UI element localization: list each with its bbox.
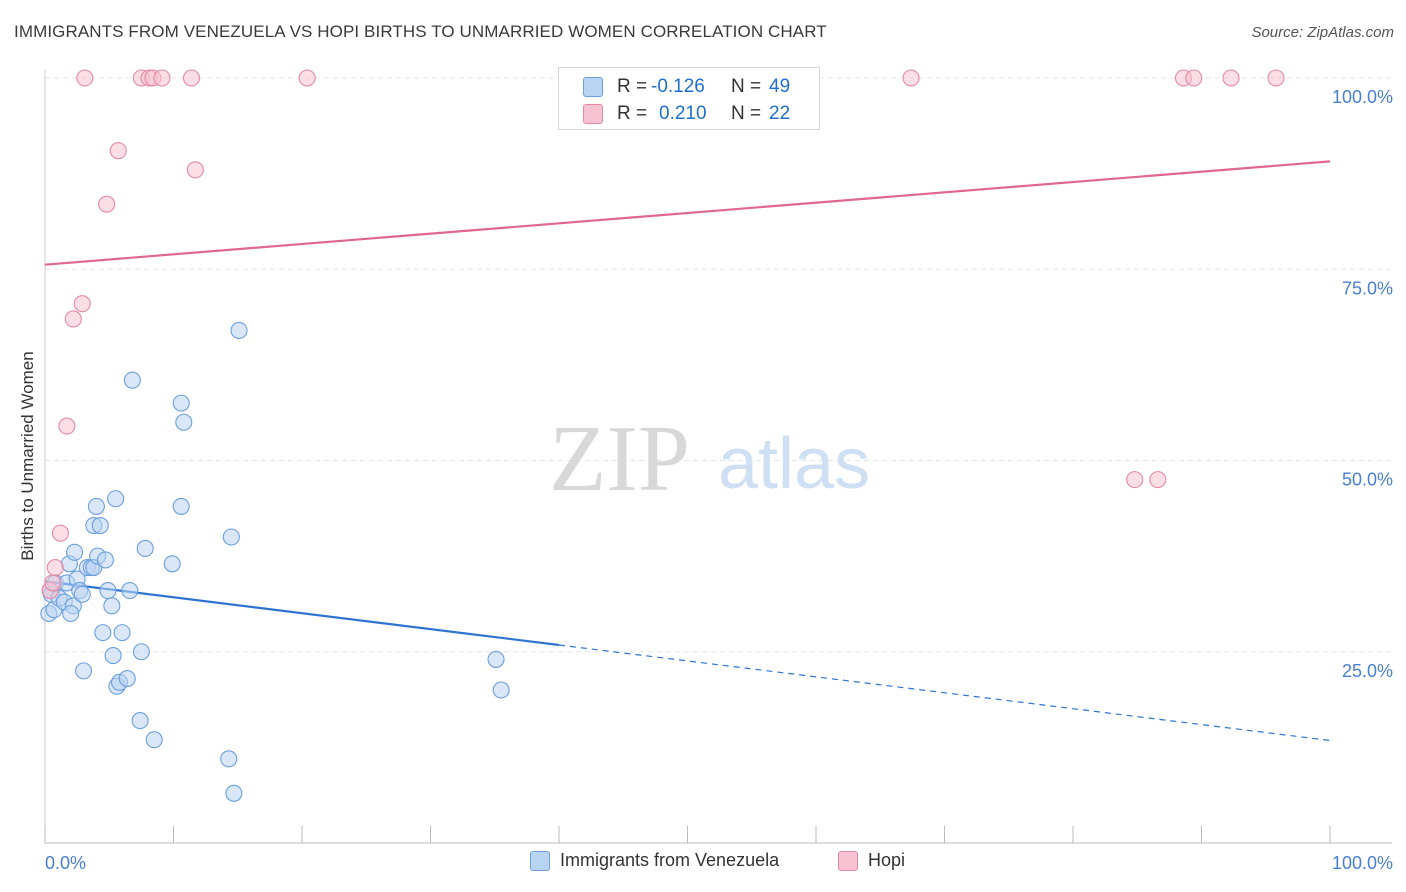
point-hopi (1222, 69, 1240, 87)
point-venezuela (220, 750, 238, 768)
point-hopi (98, 195, 116, 213)
point-hopi (1185, 69, 1203, 87)
legend-swatch-hopi (838, 850, 858, 871)
r-value: 0.210 (659, 103, 707, 124)
point-venezuela (163, 555, 181, 573)
r-value: -0.126 (651, 76, 705, 97)
point-venezuela (487, 650, 505, 668)
point-hopi (109, 142, 127, 160)
point-hopi (58, 417, 76, 435)
y-tick-label: 75.0% (1342, 278, 1393, 298)
point-venezuela (94, 624, 112, 642)
bottom-legend: Immigrants from Venezuela Hopi (0, 850, 1406, 880)
point-hopi (182, 69, 201, 87)
r-label: R = (617, 76, 648, 97)
chart-title: IMMIGRANTS FROM VENEZUELA VS HOPI BIRTHS… (14, 22, 827, 41)
point-hopi (46, 559, 64, 577)
n-value: 49 (769, 76, 791, 97)
watermark-zip: ZIP (549, 407, 690, 511)
hopi-swatch (583, 104, 603, 124)
point-venezuela (222, 528, 240, 546)
point-venezuela (492, 681, 510, 699)
n-label: N = (731, 76, 762, 97)
point-venezuela (73, 585, 91, 603)
point-venezuela (118, 669, 136, 688)
point-hopi (153, 69, 171, 87)
point-hopi (51, 524, 69, 542)
point-hopi (1267, 69, 1285, 87)
point-venezuela (131, 712, 149, 730)
point-venezuela (87, 497, 105, 515)
point-hopi (73, 295, 91, 313)
point-venezuela (91, 516, 109, 535)
watermark: ZIP atlas (549, 407, 870, 511)
legend-swatch-venezuela (530, 850, 550, 871)
point-venezuela (175, 413, 193, 431)
point-hopi (44, 574, 62, 592)
point-venezuela (123, 371, 141, 389)
point-hopi (1126, 471, 1144, 489)
x-tick-label: 0.0% (45, 853, 86, 873)
y-tick-label: 25.0% (1342, 661, 1393, 681)
data-points (40, 69, 1285, 802)
gridlines (45, 77, 1392, 653)
watermark-atlas: atlas (718, 424, 870, 504)
point-venezuela (172, 497, 190, 515)
point-venezuela (103, 597, 121, 615)
point-venezuela (121, 581, 139, 600)
point-venezuela (225, 784, 243, 802)
point-venezuela (66, 543, 84, 561)
point-venezuela (113, 624, 131, 642)
point-hopi (902, 69, 920, 87)
point-hopi (64, 310, 82, 328)
point-venezuela (132, 643, 150, 661)
y-tick-label: 100.0% (1332, 87, 1393, 107)
point-hopi (1149, 471, 1167, 489)
legend-label-venezuela: Immigrants from Venezuela (560, 850, 780, 870)
x-tick-label: 100.0% (1332, 853, 1393, 873)
y-tick-label: 50.0% (1342, 470, 1393, 490)
r-label: R = (617, 103, 648, 124)
legend-label-hopi: Hopi (868, 850, 906, 870)
point-hopi (186, 161, 204, 179)
axes (44, 70, 1392, 844)
legend-item-venezuela[interactable]: Immigrants from Venezuela (530, 850, 779, 871)
point-hopi (76, 69, 94, 87)
point-venezuela (230, 321, 248, 340)
point-venezuela (104, 647, 122, 665)
legend-item-hopi[interactable]: Hopi (838, 850, 905, 871)
point-venezuela (75, 662, 93, 680)
source-credit: Source: ZipAtlas.com (1251, 24, 1394, 41)
point-venezuela (145, 731, 163, 749)
n-label: N = (731, 103, 762, 124)
trend-line-hopi (44, 160, 1331, 266)
point-venezuela (107, 490, 125, 508)
n-value: 22 (769, 103, 791, 124)
stats-legend: R = -0.126 N = 49 R = 0.210 N = 22 (558, 67, 820, 130)
trend-line-venezuela-projection (558, 644, 1331, 742)
tick-labels: 25.0% 50.0% 75.0% 100.0% 0.0% 100.0% (45, 87, 1393, 873)
point-venezuela (62, 604, 80, 623)
point-hopi (298, 69, 316, 87)
point-venezuela (96, 551, 114, 569)
point-venezuela (136, 539, 154, 558)
point-venezuela (99, 581, 117, 600)
point-venezuela (172, 394, 190, 412)
venezuela-swatch (583, 77, 603, 97)
